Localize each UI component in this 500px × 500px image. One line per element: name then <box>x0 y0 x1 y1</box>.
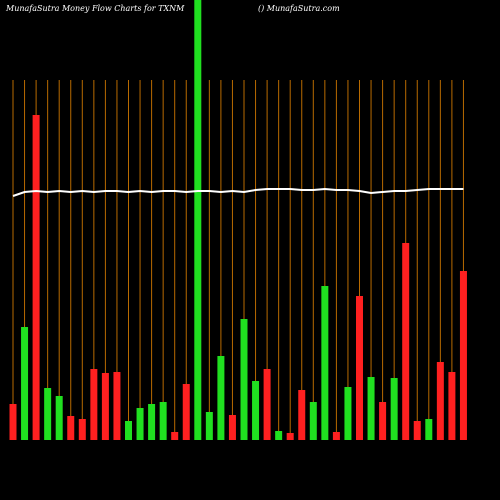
bar <box>275 431 283 440</box>
bar <box>136 408 144 440</box>
bar <box>448 372 456 440</box>
bar <box>148 404 156 440</box>
bar <box>194 0 202 440</box>
bar <box>217 356 225 440</box>
bar <box>78 419 86 440</box>
bar <box>125 421 132 440</box>
bar <box>252 381 260 440</box>
bar <box>55 396 63 440</box>
flow-line <box>12 187 464 197</box>
bar <box>32 115 40 440</box>
bar <box>159 402 167 440</box>
bar <box>367 377 375 440</box>
bar <box>182 384 190 440</box>
bar <box>171 432 179 440</box>
bar <box>205 412 213 440</box>
bar <box>67 416 75 440</box>
bar <box>44 388 52 440</box>
bar <box>263 369 271 440</box>
bar <box>321 286 329 440</box>
bar <box>459 271 467 440</box>
bar <box>332 432 340 440</box>
bar <box>298 390 306 440</box>
bar <box>390 378 398 440</box>
bar <box>413 421 421 440</box>
bar <box>286 433 294 440</box>
bar <box>21 327 29 440</box>
bar <box>113 372 121 440</box>
chart-title: MunafaSutra Money Flow Charts for TXNM <box>5 4 185 13</box>
bar <box>240 319 248 440</box>
bar <box>379 402 387 440</box>
chart-subtitle: () MunafaSutra.com <box>258 4 340 13</box>
bar <box>90 369 98 440</box>
bar <box>436 362 444 440</box>
bar <box>228 415 236 440</box>
bar <box>402 243 410 440</box>
bar <box>344 387 352 440</box>
bar <box>309 402 317 440</box>
bar <box>425 419 433 440</box>
bar <box>101 373 109 440</box>
bar <box>356 296 363 440</box>
bar <box>9 404 17 440</box>
